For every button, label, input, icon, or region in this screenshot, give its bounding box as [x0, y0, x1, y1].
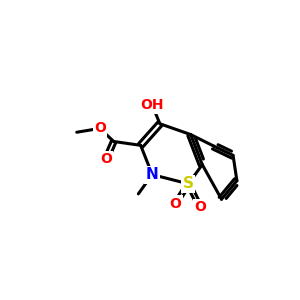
Text: O: O	[94, 122, 106, 135]
Text: O: O	[169, 197, 181, 211]
Text: O: O	[100, 152, 112, 166]
Text: O: O	[194, 200, 206, 214]
Text: S: S	[183, 176, 194, 191]
Text: OH: OH	[140, 98, 164, 112]
Text: N: N	[146, 167, 159, 182]
